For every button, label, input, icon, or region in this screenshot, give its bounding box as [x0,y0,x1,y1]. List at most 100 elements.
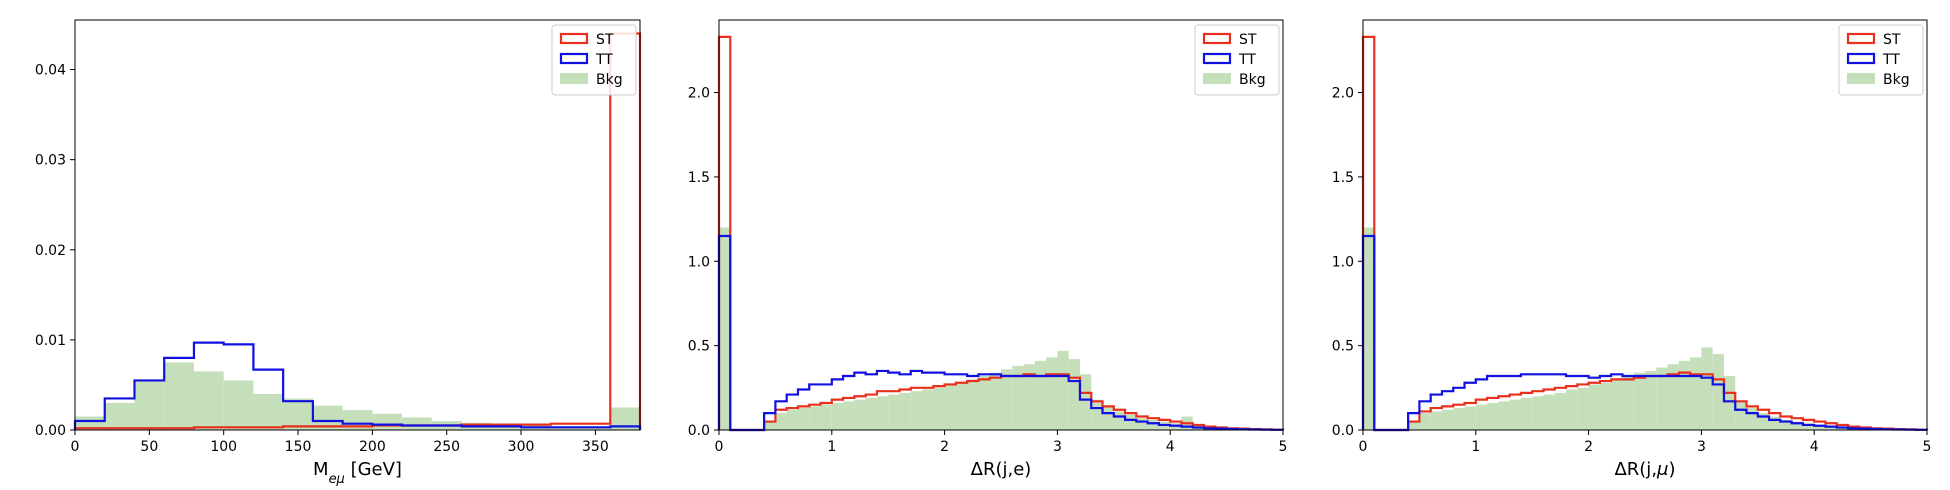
bkg-bar [922,389,934,430]
bkg-bar [402,417,432,430]
bkg-bar [989,372,1001,430]
bkg-bar [786,409,798,430]
y-tick-label: 0.02 [35,243,66,259]
chart-panel-2: 0 1 2 3 4 5 0.0 0.5 1.0 1.5 2.0 ΔR(j,e) ST TT Bkg [688,19,1287,480]
chart-panel-3: 0 1 2 3 4 5 0.0 0.5 1.0 1.5 2.0 ΔR(j,μ) ST TT Bkg [1332,19,1931,480]
x-axis-label-rest: ) [1669,459,1676,480]
legend-label-tt: TT [1238,52,1256,68]
bkg-bar [1001,369,1013,430]
legend-box [1838,24,1924,96]
bkg-bar [1802,423,1815,430]
bkg-bar [797,408,810,430]
y-tick-label: 2.0 [688,86,710,102]
bkg-bar [1577,387,1589,430]
bkg-bar [1079,374,1092,430]
bkg-bar [1656,367,1668,430]
legend-swatch-tt [1202,52,1232,65]
legend-label-tt: TT [1882,52,1900,68]
bkg-bar [1611,379,1623,430]
bkg-bar [1791,421,1803,430]
bkg-bar [223,380,254,430]
legend-label-st: ST [1239,32,1257,48]
bkg-bar [1633,372,1645,430]
bkg-bar [1453,408,1465,430]
bkg-bar [1046,357,1058,430]
x-tick-label: 2 [1584,439,1593,455]
legend: ST TT Bkg [1838,24,1924,96]
legend-label-st: ST [1883,32,1901,48]
bkg-bar [1464,406,1476,430]
bkg-bar [843,401,855,430]
bkg-bar [1147,419,1159,430]
x-tick-label: 2 [940,439,949,455]
tt-step-line [717,234,1285,432]
bkg-bar [854,399,866,430]
legend-box [551,24,637,96]
bkg-bar [342,410,373,430]
bkg-bar [719,227,731,430]
bkg-bar [944,384,956,430]
x-tick-label: 4 [1810,439,1819,455]
legend-swatch-bkg [560,73,588,84]
bkg-bar [1430,411,1442,430]
bkg-bar [820,404,832,430]
bkg-bar [1520,397,1533,430]
bkg-bar [809,406,821,430]
legend-label-bkg: Bkg [1239,72,1266,88]
legend: ST TT Bkg [1194,24,1280,96]
x-tick-label: 300 [508,439,535,455]
bkg-bar [1034,360,1047,430]
x-axis-label-symbol: μ [1656,459,1668,480]
bkg-bar [1532,396,1544,430]
bkg-bar [1091,399,1103,430]
bkg-bar [1023,364,1035,430]
plot-frame [1362,19,1928,431]
y-tick-label: 0.5 [688,339,710,355]
x-tick-label: 0 [715,439,724,455]
legend-label-tt: TT [595,52,613,68]
y-tick-label: 0.00 [35,423,66,439]
x-axis-label-main: ΔR(j, [1614,459,1657,480]
bkg-bar [967,379,979,430]
y-tick-label: 0.03 [35,153,66,169]
bkg-bar [1012,365,1024,430]
y-tick-label: 1.0 [688,254,710,270]
chart-panel-1: 0 50 100 150 200 250 300 350 0.00 0.01 0.02 0.03 0.0… [35,19,642,487]
bkg-bar [104,402,135,430]
bkg-bar [1735,401,1747,430]
bkg-bar [253,393,284,430]
x-tick-label: 0 [71,439,80,455]
plot-frame [718,19,1284,431]
y-tick-label: 0.04 [35,63,66,79]
legend-label-bkg: Bkg [1883,72,1910,88]
bkg-bar [775,413,787,430]
legend: ST TT Bkg [551,24,637,96]
legend-swatch-bkg [1847,73,1875,84]
bkg-bar [1746,408,1758,430]
legend-swatch-tt [559,52,589,65]
bkg-bar [610,407,640,430]
x-axis-label: Meμ [GeV] [313,459,402,487]
bkg-bar [1599,382,1612,430]
y-tick-label: 1.5 [688,170,710,186]
bkg-bar [1690,357,1702,430]
x-tick-label: 350 [582,439,609,455]
bkg-bar [888,394,900,430]
y-tick-label: 0.01 [35,333,66,349]
x-axis-label-main: M [313,459,329,480]
bkg-bar [1509,399,1521,430]
bkg-bar [764,421,776,430]
bkg-bar [1678,360,1691,430]
bkg-bar [899,392,911,430]
bkg-bar [1622,376,1634,430]
bkg-bar [1363,227,1375,430]
bkg-bar [1487,403,1499,430]
bkg-bar [1769,416,1781,430]
y-tick-label: 2.0 [1332,86,1354,102]
bkg-bar [164,362,194,430]
bkg-bar [1475,404,1488,430]
bkg-bar [283,398,313,430]
bkg-bar [1068,359,1080,430]
bkg-bar [1667,364,1679,430]
bkg-bar [134,380,165,430]
